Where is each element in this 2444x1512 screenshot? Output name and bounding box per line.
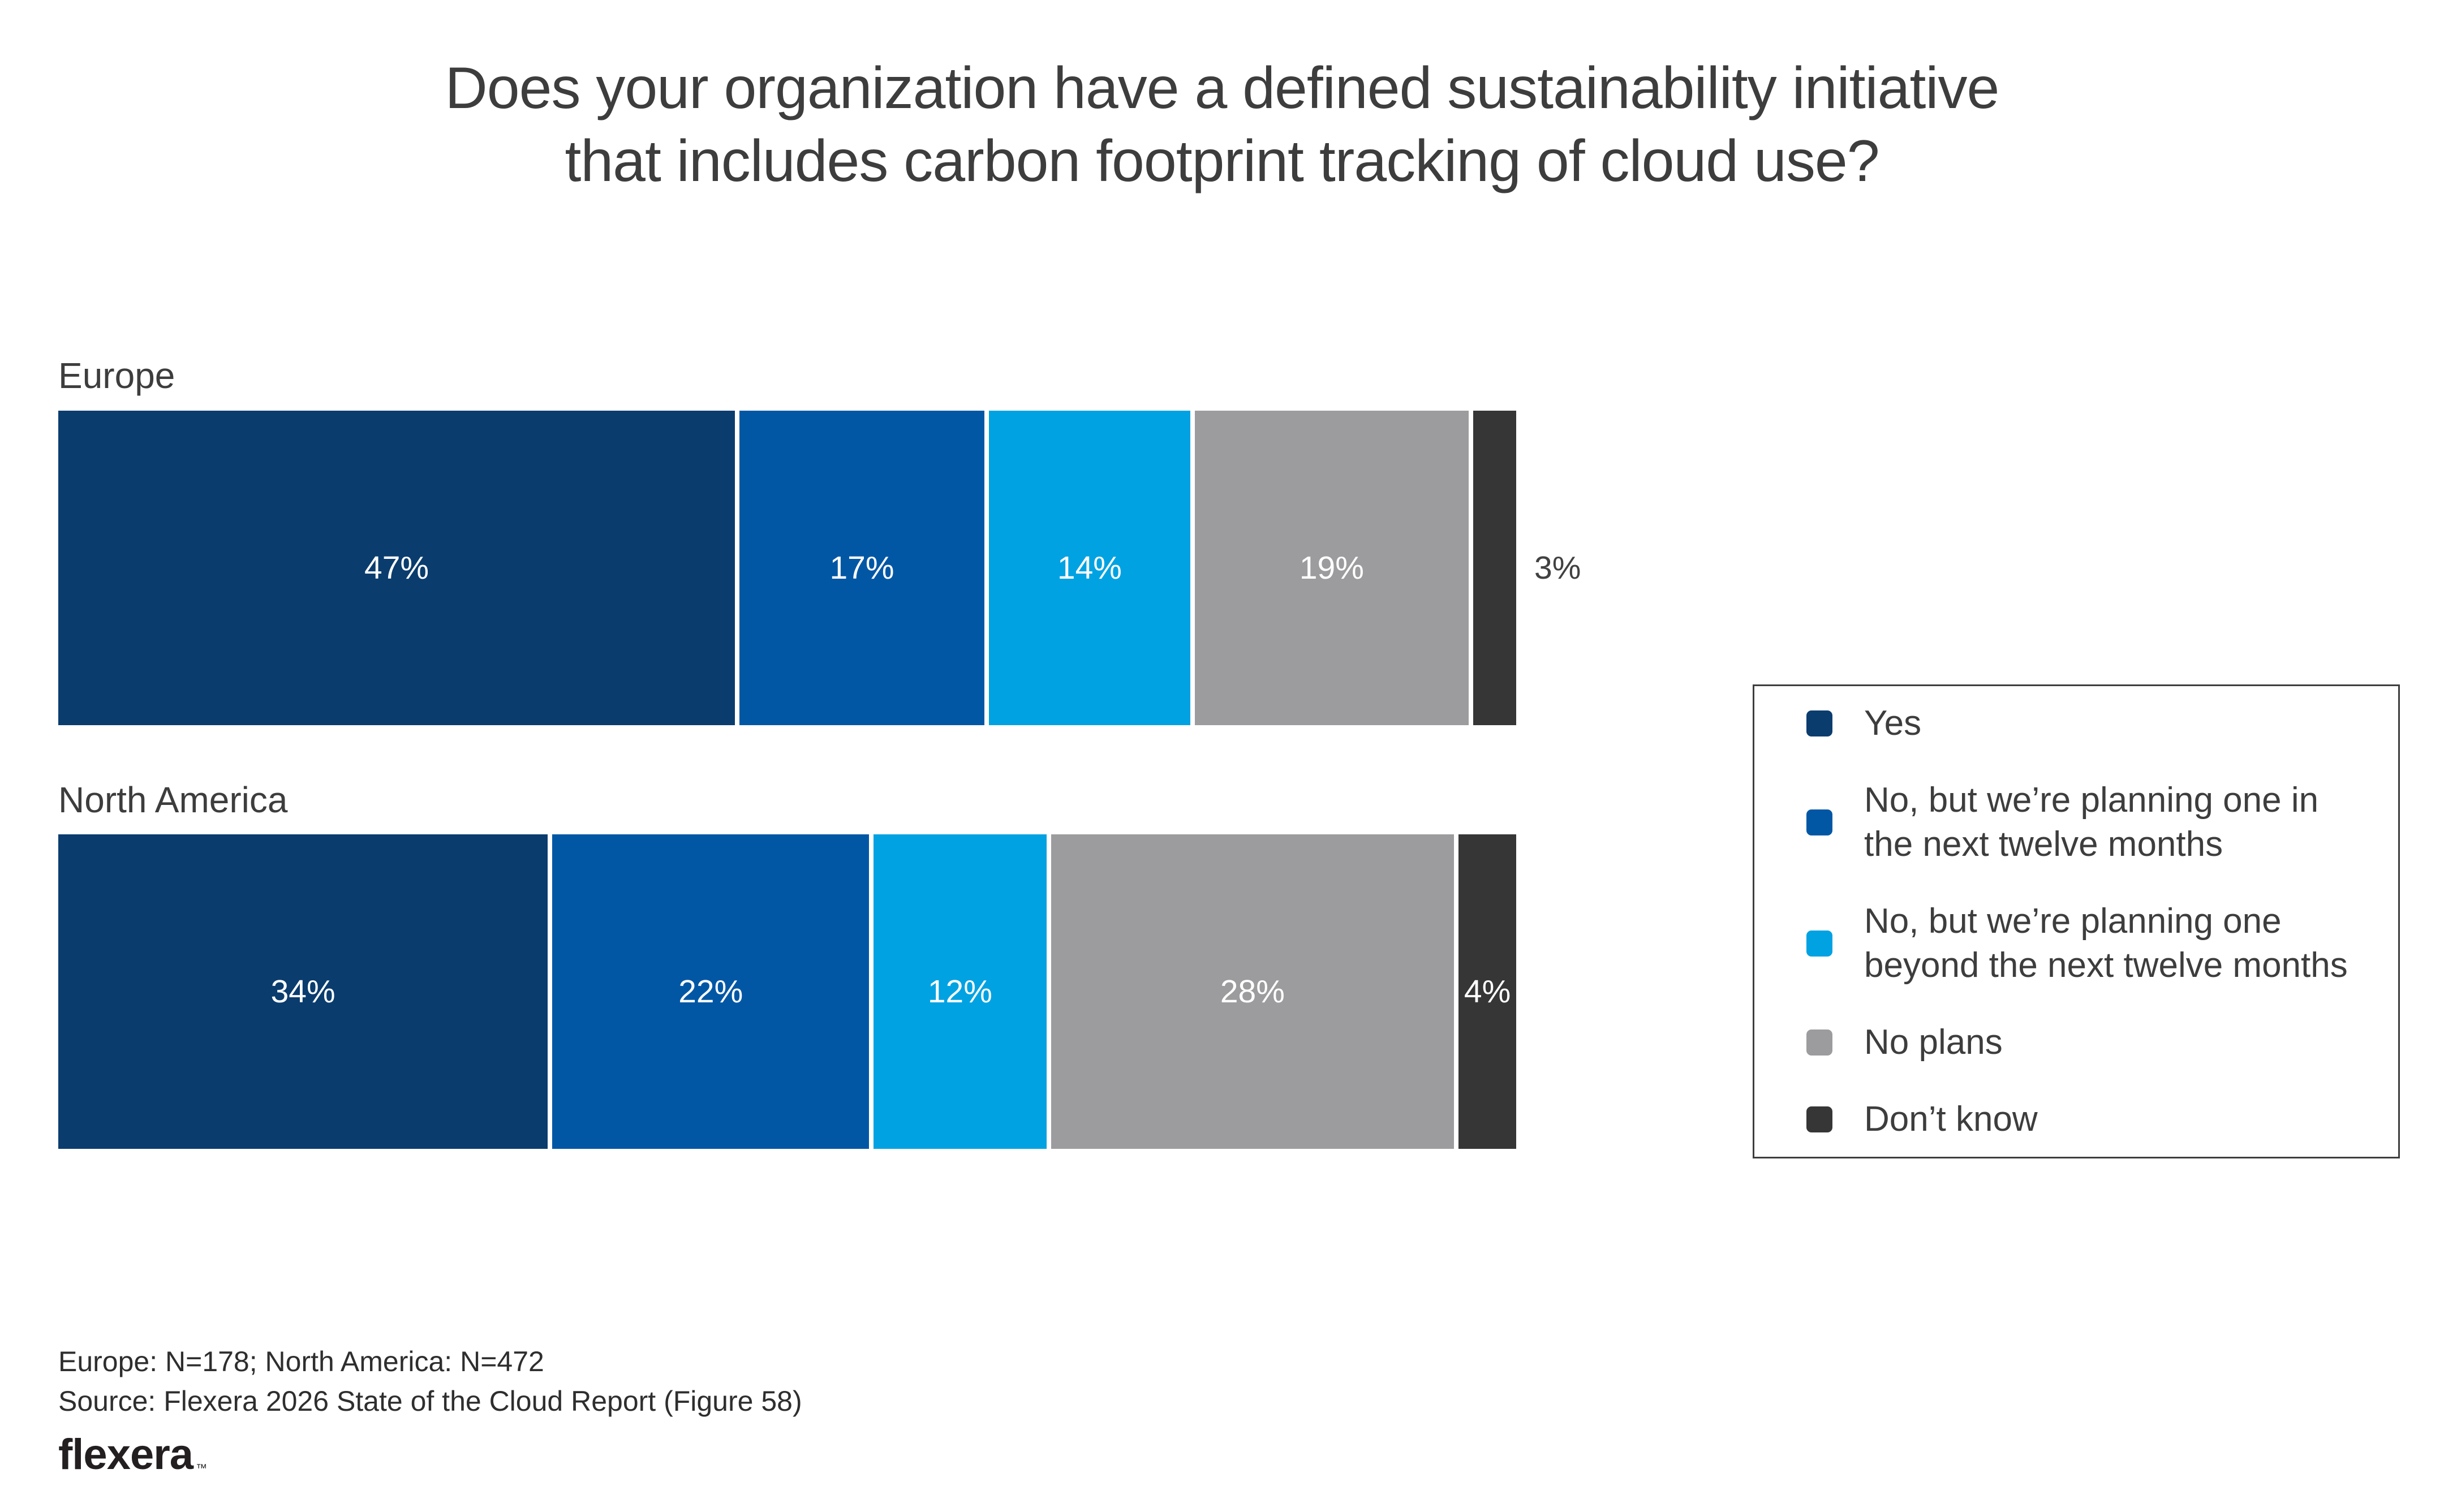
outside-value-label: 3% <box>1534 549 1581 586</box>
legend: Yes No, but we’re planning one in the nex… <box>1753 684 2400 1158</box>
bar-segment <box>1473 410 1516 725</box>
source-note: Source: Flexera 2026 State of the Cloud … <box>58 1385 802 1417</box>
legend-item: Yes <box>1806 701 2378 746</box>
legend-swatch-icon <box>1806 931 1832 957</box>
stacked-bar: 34% 22% 12% 28% 4% <box>58 834 1516 1149</box>
legend-label: Yes <box>1864 703 1922 743</box>
legend-item: Don’t know <box>1806 1097 2378 1141</box>
legend-label: No, but we’re planning one in the next t… <box>1864 780 2319 864</box>
legend-swatch-icon <box>1806 1029 1832 1056</box>
legend-label: Don’t know <box>1864 1100 2038 1139</box>
legend-swatch-icon <box>1806 1106 1832 1133</box>
chart-title-line2: that includes carbon footprint tracking … <box>565 128 1879 194</box>
category-label: North America <box>58 779 288 820</box>
stacked-bar: 47% 17% 14% 19% 3% <box>58 410 1581 725</box>
bar-segment: 12% <box>874 834 1047 1149</box>
legend-item: No, but we’re planning one beyond the ne… <box>1806 899 2378 988</box>
bar-segment: 14% <box>988 410 1191 725</box>
chart-footer: Europe: N=178; North America: N=472 Sour… <box>58 1342 802 1476</box>
bar-segment: 17% <box>739 410 984 725</box>
legend-item: No, but we’re planning one in the next t… <box>1806 778 2378 867</box>
chart-title-line1: Does your organization have a defined su… <box>445 55 2000 121</box>
legend-label: No plans <box>1864 1023 2003 1062</box>
category-label: Europe <box>58 355 175 396</box>
bar-row: North America 34% 22% 12% 28% 4% <box>58 779 1516 1149</box>
flexera-logo-text: flexera <box>58 1431 193 1479</box>
bar-segment: 28% <box>1051 834 1455 1149</box>
legend-swatch-icon <box>1806 809 1832 835</box>
bar-segment: 19% <box>1195 410 1469 725</box>
legend-label: No, but we’re planning one beyond the ne… <box>1864 901 2348 985</box>
trademark-symbol: ™ <box>196 1462 208 1475</box>
legend-item: No plans <box>1806 1020 2378 1065</box>
chart-title: Does your organization have a defined su… <box>0 52 2444 198</box>
flexera-logo: flexera ™ <box>58 1433 802 1476</box>
bar-segment: 22% <box>552 834 870 1149</box>
sample-size-note: Europe: N=178; North America: N=472 <box>58 1346 544 1377</box>
bar-row: Europe 47% 17% 14% 19% 3% <box>58 355 1581 725</box>
bar-segment: 34% <box>58 834 548 1149</box>
bar-segment: 47% <box>58 410 735 725</box>
stacked-bar-chart: Europe 47% 17% 14% 19% 3% North America 34% 22% 1… <box>58 355 1581 1149</box>
bar-segment: 4% <box>1458 834 1516 1149</box>
legend-swatch-icon <box>1806 710 1832 736</box>
